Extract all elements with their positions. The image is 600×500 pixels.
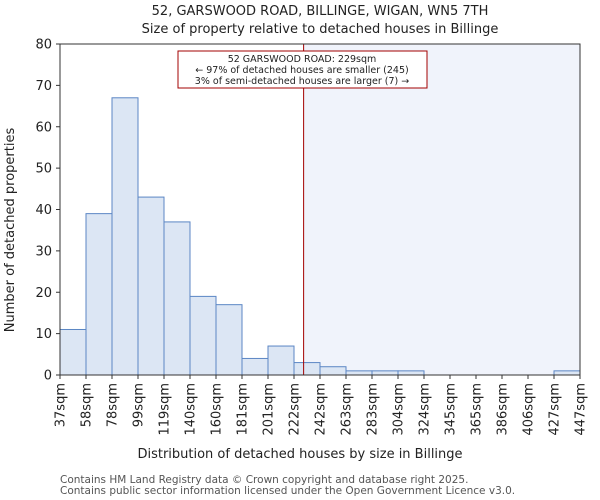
x-tick-label: 242sqm bbox=[314, 383, 329, 436]
bar-201sqm bbox=[267, 345, 295, 376]
annotation-line-2: ← 97% of detached houses are smaller (24… bbox=[195, 65, 408, 76]
bar-427sqm bbox=[553, 370, 581, 376]
bar-58sqm bbox=[85, 213, 113, 376]
y-tick-label: 70 bbox=[35, 79, 52, 94]
annotation-frame bbox=[177, 50, 428, 89]
bar-222sqm bbox=[293, 362, 321, 376]
y-tick-label: 40 bbox=[35, 203, 52, 218]
chart-subtitle: Size of property relative to detached ho… bbox=[142, 22, 499, 37]
x-tick-label: 447sqm bbox=[574, 383, 589, 436]
chart-title: 52, GARSWOOD ROAD, BILLINGE, WIGAN, WN5 … bbox=[152, 4, 489, 19]
y-tick-label: 20 bbox=[35, 286, 52, 301]
x-tick-label: 406sqm bbox=[522, 383, 537, 436]
x-tick-label: 181sqm bbox=[236, 383, 251, 436]
x-tick-label: 283sqm bbox=[366, 383, 381, 436]
x-tick-label: 345sqm bbox=[444, 383, 459, 436]
y-tick-label: 0 bbox=[44, 369, 52, 384]
x-tick-label: 119sqm bbox=[158, 383, 173, 436]
x-tick-label: 386sqm bbox=[496, 383, 511, 436]
x-tick-label: 37sqm bbox=[54, 383, 69, 427]
annotation-box: 52 GARSWOOD ROAD: 229sqm ← 97% of detach… bbox=[177, 50, 428, 89]
x-tick-label: 201sqm bbox=[262, 383, 277, 436]
annotation-line-3: 3% of semi-detached houses are larger (7… bbox=[195, 76, 409, 87]
bar-304sqm bbox=[397, 370, 425, 376]
bar-99sqm bbox=[137, 196, 165, 376]
x-tick-label: 58sqm bbox=[80, 383, 95, 427]
bar-37sqm bbox=[59, 328, 87, 376]
x-axis-label: Distribution of detached houses by size … bbox=[137, 447, 462, 462]
y-axis-label: Number of detached properties bbox=[3, 128, 18, 333]
x-tick-label: 324sqm bbox=[418, 383, 433, 436]
bar-78sqm bbox=[111, 97, 139, 376]
larger-region-shade bbox=[303, 44, 580, 375]
y-tick-label: 80 bbox=[35, 38, 52, 53]
x-tick-label: 427sqm bbox=[548, 383, 563, 436]
x-tick-label: 78sqm bbox=[106, 383, 121, 427]
bar-140sqm bbox=[189, 295, 217, 376]
x-tick-label: 99sqm bbox=[132, 383, 147, 427]
bar-119sqm bbox=[163, 221, 191, 376]
y-tick-label: 60 bbox=[35, 120, 52, 135]
x-tick-label: 365sqm bbox=[470, 383, 485, 436]
y-tick-label: 30 bbox=[35, 244, 52, 259]
x-tick-label: 263sqm bbox=[340, 383, 355, 436]
x-tick-label: 160sqm bbox=[210, 383, 225, 436]
x-tick-label: 140sqm bbox=[184, 383, 199, 436]
bar-181sqm bbox=[241, 357, 269, 376]
y-tick-label: 50 bbox=[35, 162, 52, 177]
bar-242sqm bbox=[319, 366, 347, 376]
bar-160sqm bbox=[215, 304, 243, 376]
y-tick-label: 10 bbox=[35, 327, 52, 342]
bar-263sqm bbox=[345, 370, 373, 376]
footer-copyright: Contains HM Land Registry data © Crown c… bbox=[60, 474, 468, 486]
plot-area: 0 10 20 30 40 50 60 70 80 37sqm 58sqm 78sqm 99sqm 119… bbox=[35, 38, 588, 436]
x-tick-label: 222sqm bbox=[288, 383, 303, 436]
annotation-line-1: 52 GARSWOOD ROAD: 229sqm bbox=[228, 54, 377, 65]
footer-licence: Contains public sector information licen… bbox=[60, 485, 515, 497]
x-tick-label: 304sqm bbox=[392, 383, 407, 436]
bar-283sqm bbox=[371, 370, 399, 376]
